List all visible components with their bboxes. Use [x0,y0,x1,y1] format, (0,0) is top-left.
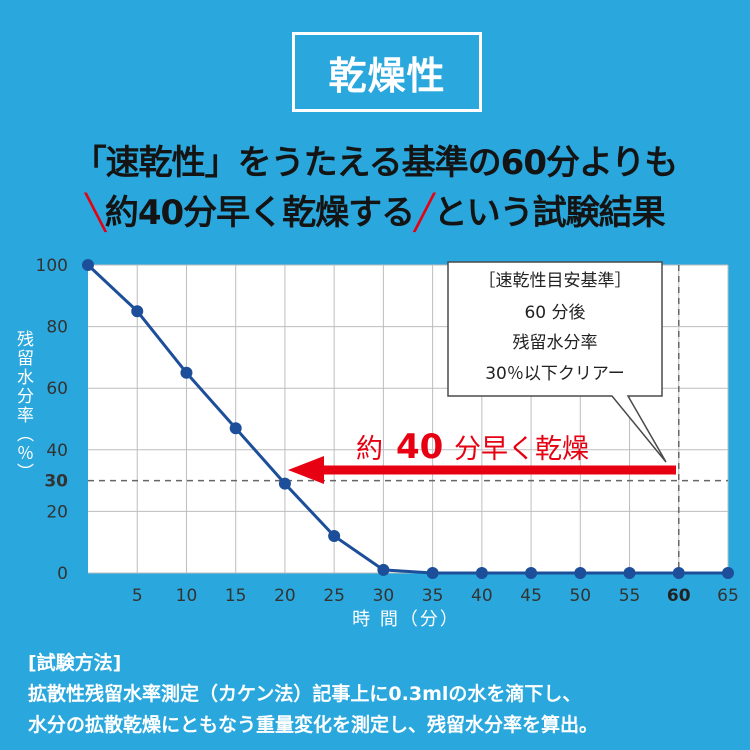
callout-line-4: 30％以下クリアー [485,364,625,384]
data-point [82,259,94,271]
test-method: [試験方法] 拡散性残留水率測定（カケン法）記事上に0.3mlの水を滴下し、 水… [28,648,738,741]
tick-labels: 5 10 15 20 25 30 35 40 45 50 55 60 65 0 20 30 40 60 80 100 [36,256,739,606]
x-tick-label: 25 [323,586,345,606]
x-tick-label: 40 [471,586,493,606]
data-point [328,530,341,543]
x-tick-label: 30 [373,586,395,606]
y-tick-label: 0 [57,564,68,584]
x-tick-label: 15 [225,586,247,606]
callout-line-3: 残留水分率 [513,333,598,353]
data-point [131,305,144,318]
x-axis-label: 時 間（分） [352,609,460,630]
headline-emphasis: 約40分早く乾燥する [104,193,415,233]
x-tick-label: 20 [274,586,296,606]
y-tick-label: 40 [46,441,68,461]
headline-suffix: という試験結果 [433,193,666,233]
test-method-line-2: 水分の拡散乾燥にともなう重量変化を測定し、残留水分率を算出。 [28,714,599,736]
data-point [574,567,587,579]
chart: 5 10 15 20 25 30 35 40 45 50 55 60 65 0 20 30 40 60 80 100 … [0,250,750,640]
callout: ［速乾性目安基準］ 60 分後 残留水分率 30％以下クリアー [447,261,667,463]
test-method-line-1: 拡散性残留水率測定（カケン法）記事上に0.3mlの水を滴下し、 [28,683,582,705]
data-point [525,567,538,579]
series-line [86,263,728,575]
data-point [180,366,193,379]
chart-svg: 5 10 15 20 25 30 35 40 45 50 55 60 6502030406080100 … [36,256,739,630]
arrow-label-number: 40 [396,427,443,467]
headline-line-2: ╲約40分早く乾燥する╱という試験結果 [0,185,750,234]
data-point [722,567,734,579]
callout-line-2: 60 分後 [524,303,585,323]
title-badge: 乾燥性 [292,32,482,112]
x-tick-label: 5 [132,586,143,606]
callout-line-1: ［速乾性目安基準］ [479,271,632,291]
x-tick-label: 35 [422,586,444,606]
data-point [672,567,685,579]
y-tick-label: 30 [44,472,68,492]
y-axis-label: 残留水分率（％） [13,330,33,482]
red-mark-left: ╲ [85,193,106,233]
y-tick-label: 20 [46,502,68,522]
x-tick-label: 55 [619,586,641,606]
x-tick-label: 45 [520,586,542,606]
x-tick-label: 10 [176,586,198,606]
arrow-label-suffix: 分早く乾燥 [454,434,589,465]
y-tick-label: 60 [46,379,68,399]
x-tick-label: 50 [569,586,591,606]
x-tick-label: 65 [717,586,739,606]
y-tick-label: 100 [36,256,68,276]
red-arrow [288,456,676,484]
reference-lines [88,265,728,573]
arrow-label-prefix: 約 [356,434,383,465]
data-point [623,567,636,579]
title-badge-text: 乾燥性 [328,53,446,98]
x-tick-label: 60 [667,586,691,606]
headline-line-1: 「速乾性」をうたえる基準の60分よりも [72,143,679,183]
callout-bubble [447,261,667,463]
test-method-heading: [試験方法] [28,652,122,674]
data-point [229,422,242,435]
data-point [377,563,390,576]
data-point [475,567,488,579]
red-mark-right: ╱ [414,193,435,233]
arrow-head [288,456,324,484]
data-point [278,477,291,490]
series-markers [82,259,734,579]
y-tick-label: 80 [46,318,68,338]
data-point [426,567,439,579]
